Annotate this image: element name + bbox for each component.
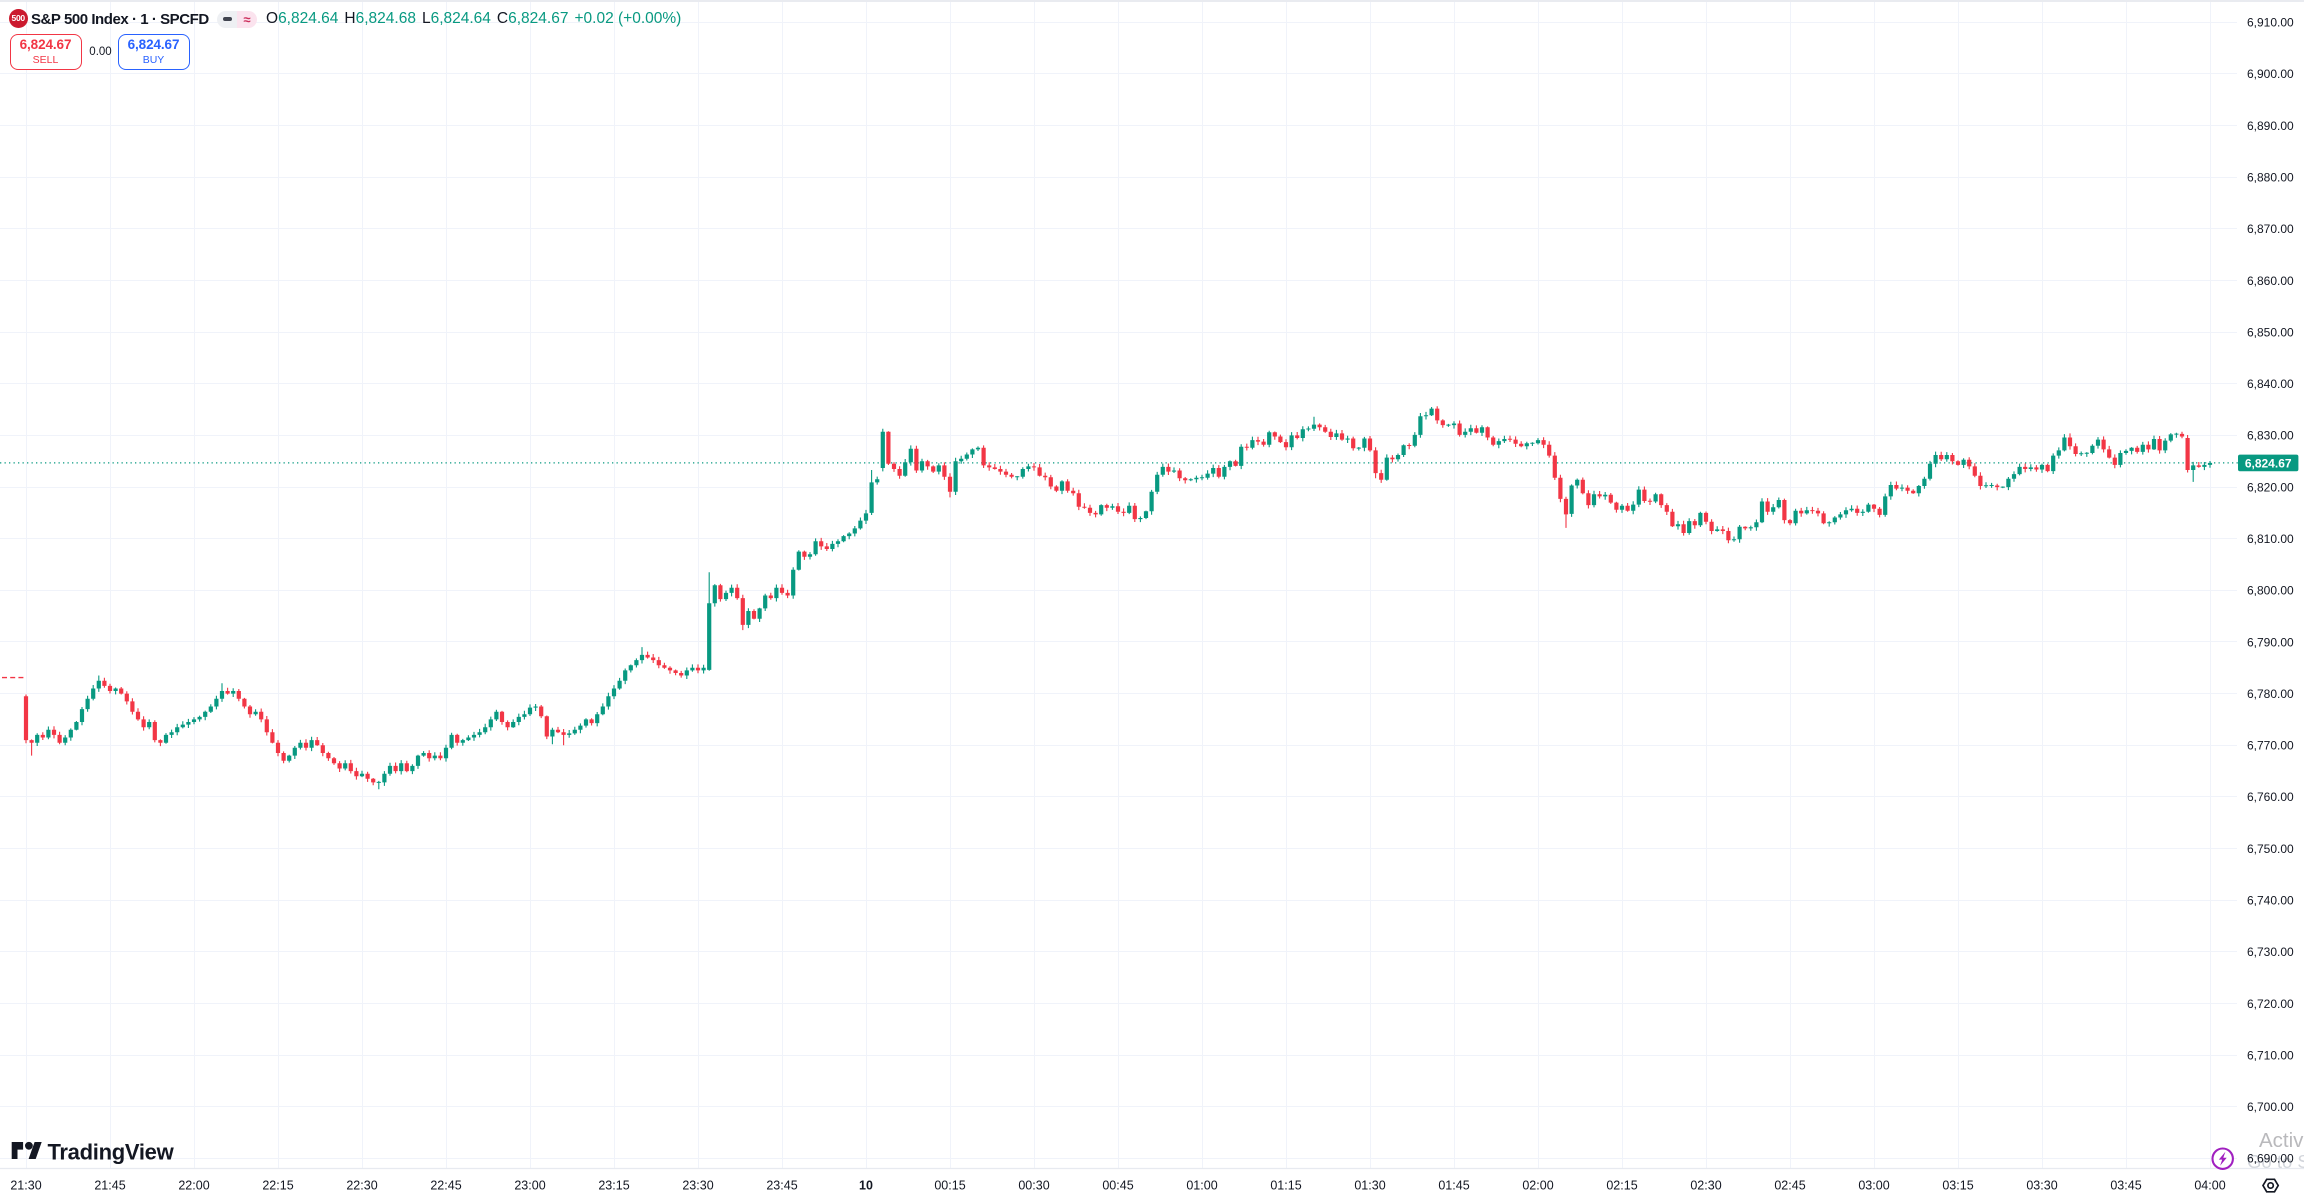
svg-text:21:45: 21:45	[94, 1178, 125, 1192]
svg-text:23:00: 23:00	[514, 1178, 545, 1192]
svg-text:23:30: 23:30	[682, 1178, 713, 1192]
svg-text:6,910.00: 6,910.00	[2247, 16, 2294, 30]
svg-text:01:45: 01:45	[1438, 1178, 1469, 1192]
svg-text:6,730.00: 6,730.00	[2247, 945, 2294, 959]
svg-text:03:30: 03:30	[2026, 1178, 2057, 1192]
svg-text:01:00: 01:00	[1186, 1178, 1217, 1192]
svg-text:00:15: 00:15	[934, 1178, 965, 1192]
svg-text:22:00: 22:00	[178, 1178, 209, 1192]
svg-text:00:30: 00:30	[1018, 1178, 1049, 1192]
svg-text:6,900.00: 6,900.00	[2247, 67, 2294, 81]
svg-text:6,800.00: 6,800.00	[2247, 584, 2294, 598]
svg-text:6,890.00: 6,890.00	[2247, 119, 2294, 133]
svg-text:03:15: 03:15	[1942, 1178, 1973, 1192]
svg-text:23:15: 23:15	[598, 1178, 629, 1192]
svg-text:6,710.00: 6,710.00	[2247, 1048, 2294, 1062]
svg-text:02:00: 02:00	[1522, 1178, 1553, 1192]
svg-text:6,810.00: 6,810.00	[2247, 532, 2294, 546]
svg-text:10: 10	[859, 1178, 873, 1192]
svg-text:03:00: 03:00	[1858, 1178, 1889, 1192]
svg-text:22:15: 22:15	[262, 1178, 293, 1192]
svg-text:23:45: 23:45	[766, 1178, 797, 1192]
svg-text:6,750.00: 6,750.00	[2247, 842, 2294, 856]
svg-text:02:15: 02:15	[1606, 1178, 1637, 1192]
svg-text:22:30: 22:30	[346, 1178, 377, 1192]
svg-text:21:30: 21:30	[10, 1178, 41, 1192]
svg-text:03:45: 03:45	[2110, 1178, 2141, 1192]
svg-text:6,720.00: 6,720.00	[2247, 997, 2294, 1011]
svg-text:6,770.00: 6,770.00	[2247, 739, 2294, 753]
svg-text:22:45: 22:45	[430, 1178, 461, 1192]
svg-text:TradingView: TradingView	[48, 1139, 175, 1164]
svg-text:6,820.00: 6,820.00	[2247, 480, 2294, 494]
svg-text:6,700.00: 6,700.00	[2247, 1100, 2294, 1114]
svg-text:01:15: 01:15	[1270, 1178, 1301, 1192]
svg-text:6,690.00: 6,690.00	[2247, 1152, 2294, 1166]
svg-text:00:45: 00:45	[1102, 1178, 1133, 1192]
svg-text:6,830.00: 6,830.00	[2247, 429, 2294, 443]
svg-text:6,760.00: 6,760.00	[2247, 790, 2294, 804]
svg-text:6,850.00: 6,850.00	[2247, 325, 2294, 339]
svg-text:6,780.00: 6,780.00	[2247, 687, 2294, 701]
svg-text:6,880.00: 6,880.00	[2247, 171, 2294, 185]
svg-text:6,870.00: 6,870.00	[2247, 222, 2294, 236]
svg-text:02:30: 02:30	[1690, 1178, 1721, 1192]
svg-text:6,740.00: 6,740.00	[2247, 894, 2294, 908]
svg-text:6,824.67: 6,824.67	[2245, 456, 2292, 470]
svg-text:04:00: 04:00	[2194, 1178, 2225, 1192]
svg-text:01:30: 01:30	[1354, 1178, 1385, 1192]
svg-text:6,840.00: 6,840.00	[2247, 377, 2294, 391]
svg-text:6,860.00: 6,860.00	[2247, 274, 2294, 288]
svg-text:6,790.00: 6,790.00	[2247, 635, 2294, 649]
svg-text:02:45: 02:45	[1774, 1178, 1805, 1192]
